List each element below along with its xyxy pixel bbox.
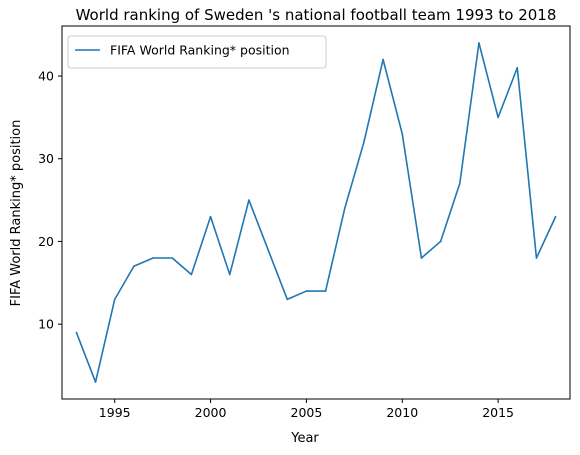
x-tick-label: 2000 [195,405,227,420]
data-point [420,257,423,259]
data-point [113,298,116,301]
data-point [267,248,269,251]
data-point [94,381,97,383]
data-point [152,257,154,259]
data-point [305,290,308,292]
data-point [535,257,538,259]
legend-box [67,35,327,69]
x-axis-ticks: 1995 2000 2005 2010 2015 [99,399,514,420]
data-point [363,141,365,143]
data-point [248,199,250,201]
x-tick-label: 2015 [482,405,514,420]
y-tick-label: 10 [38,317,54,332]
data-point [458,182,461,185]
data-point [478,42,480,44]
data-point [171,257,174,259]
data-point [343,207,346,210]
plot-background [62,26,570,399]
x-tick-label: 2005 [291,405,323,420]
x-axis-label: Year [290,431,319,446]
y-tick-label: 20 [38,234,54,249]
legend-label: FIFA World Ranking* position [110,43,290,58]
data-point [228,273,231,276]
series-layer [75,42,557,383]
data-point [554,215,557,218]
data-point [324,290,327,292]
data-point [497,116,499,119]
data-point [190,273,193,276]
data-point [382,58,384,61]
data-point [401,133,404,135]
data-point [209,215,212,218]
data-point [75,331,78,334]
x-tick-label: 1995 [99,405,131,420]
data-point [286,298,289,301]
data-point [133,265,135,268]
plot-frame [61,25,571,400]
y-axis-ticks: 10 20 30 40 [38,69,62,332]
legend: FIFA World Ranking* position [67,35,327,69]
y-tick-label: 40 [38,69,54,84]
y-tick-label: 30 [38,151,54,166]
data-point [439,240,442,243]
series-line [75,42,557,383]
y-axis-label: FIFA World Ranking* position [9,120,24,307]
chart-title: World ranking of Sweden 's national foot… [76,6,557,24]
data-point [516,66,519,69]
x-tick-label: 2010 [386,405,418,420]
